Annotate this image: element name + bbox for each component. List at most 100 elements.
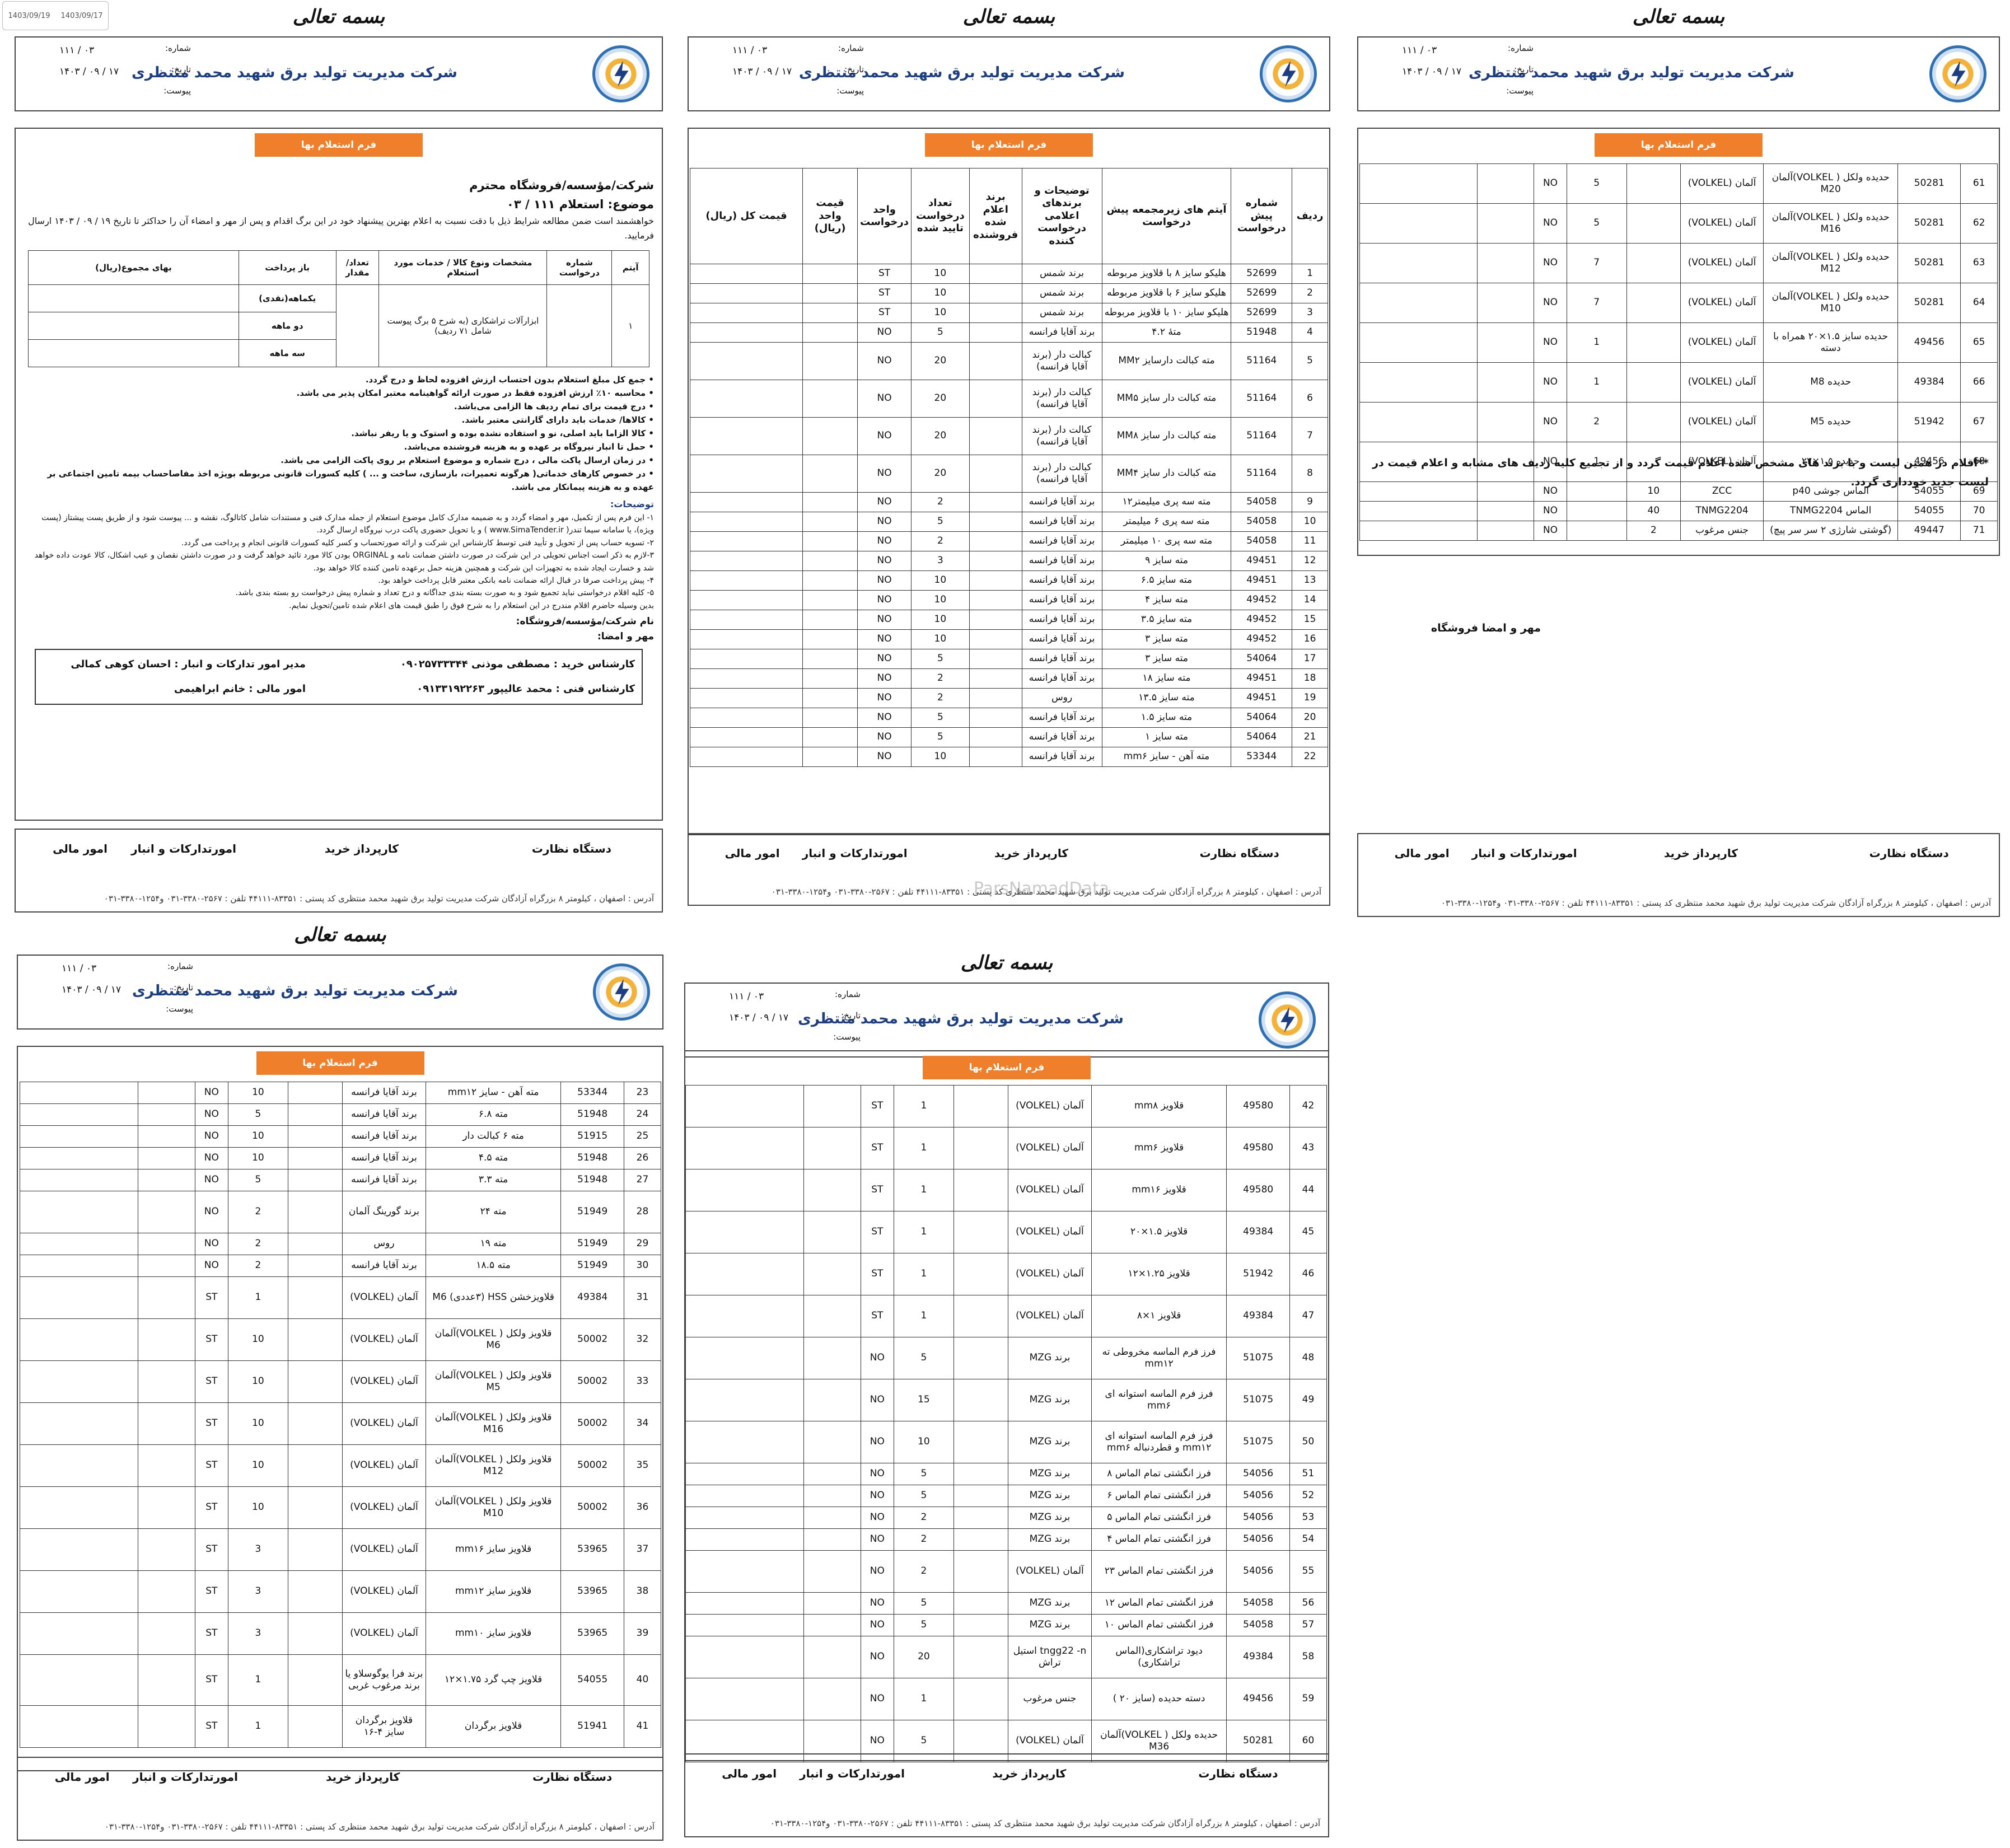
stamp-date-2: 1403/09/17: [60, 11, 103, 20]
doc-attachment: پیوست:: [1374, 86, 1534, 107]
table-row: 6 51164 مته کبالت دار سایز MM۵ کبالت دار (ب…: [690, 380, 1328, 418]
table-cell: 54064: [1231, 727, 1293, 747]
table-cell: 61: [1960, 163, 1998, 204]
table-cell: [802, 649, 858, 669]
table-cell: NO: [194, 1147, 228, 1169]
table-cell: [1476, 501, 1535, 521]
signature-3: امورتدارکات و انبار: [1471, 846, 1577, 860]
table-cell: [137, 1360, 195, 1403]
table-row: 7 51164 مته کبالت دار سایز MM۸ کبالت دار (ب…: [690, 417, 1328, 455]
note-text: بدین وسیله حاضرم اقلام مندرج در این استع…: [289, 601, 654, 610]
table-row: 46 51942 قلاویز ۱.۲۵×۱۲ آلمان (VOLKEL) 1 ST: [685, 1253, 1327, 1295]
table-cell: [1476, 442, 1535, 482]
table-cell: [288, 1255, 343, 1277]
table-cell: [1359, 362, 1478, 403]
table-cell: 3: [910, 551, 970, 571]
doc-date: تاریخ: ۱۴۰۳ / ۰۹ / ۱۷: [701, 1010, 861, 1032]
table-cell: برند آقایا فرانسه: [1021, 727, 1102, 747]
table-cell: [690, 668, 803, 689]
page3-note: **اقلام در همین لیست و با برند های مشخص …: [1368, 453, 1989, 492]
doc-meta: شماره: ۱۱۱ / ۰۳ تاریخ: ۱۴۰۳ / ۰۹ / ۱۷ پیوست:: [701, 989, 861, 1053]
table-cell: [1359, 442, 1478, 482]
table-cell: 51948: [560, 1147, 624, 1169]
table-cell: ST: [194, 1276, 228, 1319]
table-row: 44 49580 قلاویز mm۱۶ آلمان (VOLKEL) 1 ST: [685, 1169, 1327, 1211]
table-cell: 10: [910, 610, 970, 630]
items-table: ردیف شماره پیش درخواست آیتم های زیرمجمعه پ…: [690, 168, 1328, 767]
table-cell: 5: [1292, 342, 1328, 380]
summary-table: آیتم شماره درخواست مشخصات ونوع کالا / خدما…: [28, 250, 649, 368]
table-row: 71 49447 (گوشتی شارژی ۲ سر سر پیچ) جنس مرغو…: [1359, 521, 1998, 541]
table-cell: برند آقایا فرانسه: [342, 1103, 426, 1126]
stamp-date-1: 1403/09/19: [8, 11, 50, 20]
table-cell: [953, 1463, 1009, 1485]
table-cell: [1476, 402, 1535, 442]
table-cell: قلاویز ولکل ( VOLKEL)آلمان M5: [425, 1360, 562, 1403]
table-cell: برند گورینگ آلمان: [342, 1191, 426, 1233]
table-cell: NO: [860, 1614, 894, 1636]
table-cell: 65: [1960, 322, 1998, 363]
signature-4: امور مالی: [53, 842, 107, 855]
table-cell: [802, 747, 858, 767]
table-cell: آلمان (VOLKEL): [1008, 1085, 1092, 1127]
table-cell: 22: [1292, 747, 1328, 767]
table-cell: 10: [893, 1421, 955, 1463]
table-cell: [685, 1337, 804, 1379]
condition-item: • در زمان ارسال پاکت مالی ، درج شماره و …: [281, 455, 654, 466]
table-cell: 2: [893, 1507, 955, 1529]
summary-total: [28, 284, 239, 313]
table-cell: NO: [860, 1678, 894, 1720]
table-cell: قلاویز mm۶: [1091, 1127, 1227, 1169]
column-header: توضیحات و برندهای اعلامی درخواست کننده: [1021, 168, 1102, 264]
table-cell: [969, 303, 1022, 323]
table-cell: [1359, 203, 1478, 244]
doc-number-value: ۱۱۱ / ۰۳: [729, 991, 764, 1002]
table-cell: 7: [1292, 417, 1328, 455]
table-cell: 16: [1292, 629, 1328, 649]
table-cell: ST: [857, 264, 911, 284]
company-logo-icon: [593, 963, 650, 1021]
form-banner-text: فرم استعلام بها: [302, 1058, 378, 1069]
table-cell: ST: [194, 1612, 228, 1655]
signature-1: دستگاه نظارت: [532, 1770, 613, 1784]
table-cell: 51075: [1226, 1421, 1290, 1463]
signature-3: امورتدارکات و انبار: [131, 842, 236, 855]
table-cell: [969, 649, 1022, 669]
form-banner-text: فرم استعلام بها: [301, 139, 377, 151]
table-cell: [1359, 243, 1478, 283]
table-row: 61 50281 حدیده ولکل ( VOLKEL)آلمان M20 آلما…: [1359, 163, 1998, 204]
column-header: واحد درخواست: [857, 168, 911, 264]
table-cell: [1476, 521, 1535, 541]
table-cell: [803, 1678, 861, 1720]
form-banner-text: فرم استعلام بها: [969, 1062, 1045, 1073]
page-intro: بسمه تعالی شرکت مدیریت تولید برق شهید محم…: [15, 6, 663, 917]
table-cell: [20, 1402, 138, 1445]
signature-3: امورتدارکات و انبار: [800, 1767, 905, 1780]
table-header-row: ردیف شماره پیش درخواست آیتم های زیرمجمعه پ…: [690, 168, 1328, 264]
table-cell: 49452: [1231, 610, 1293, 630]
table-cell: [953, 1592, 1009, 1615]
doc-attachment: پیوست:: [31, 86, 191, 107]
page-items-23-41: بسمه تعالی شرکت مدیریت تولید برق شهید محم…: [17, 924, 663, 1842]
table-cell: حدیده ولکل ( VOLKEL)آلمان M36: [1091, 1720, 1227, 1762]
table-cell: [1626, 283, 1681, 323]
table-row: 38 53965 قلاویز سایز mm۱۲ آلمان (VOLKEL) 3 ST: [20, 1570, 662, 1613]
table-cell: 10: [227, 1147, 289, 1169]
table-cell: [802, 531, 858, 551]
table-cell: [802, 551, 858, 571]
table-cell: [690, 303, 803, 323]
table-cell: 51164: [1231, 380, 1293, 418]
table-cell: 10: [227, 1444, 289, 1487]
table-row: 66 49384 حدیده M8 آلمان (VOLKEL) 1 NO: [1359, 362, 1998, 403]
table-cell: [1626, 203, 1681, 244]
table-cell: فرز فرم الماسه مخروطی ته mm۱۲: [1091, 1337, 1227, 1379]
table-cell: ST: [194, 1654, 228, 1706]
table-cell: [803, 1211, 861, 1253]
table-cell: حدیده سایز ۱.۵×۲۰ همراه با دسته: [1763, 322, 1899, 363]
note-item: ۴- پیش پرداخت صرفا در قبال ارائه ضمانت ن…: [24, 574, 654, 587]
doc-attachment: پیوست:: [701, 1032, 861, 1053]
table-cell: NO: [860, 1528, 894, 1551]
address-line: آدرس : اصفهان ، کیلومتر ۸ بزرگراه آزادگا…: [104, 893, 654, 904]
table-cell: 46: [1289, 1253, 1327, 1295]
column-header: قیمت واحد (ریال): [802, 168, 858, 264]
